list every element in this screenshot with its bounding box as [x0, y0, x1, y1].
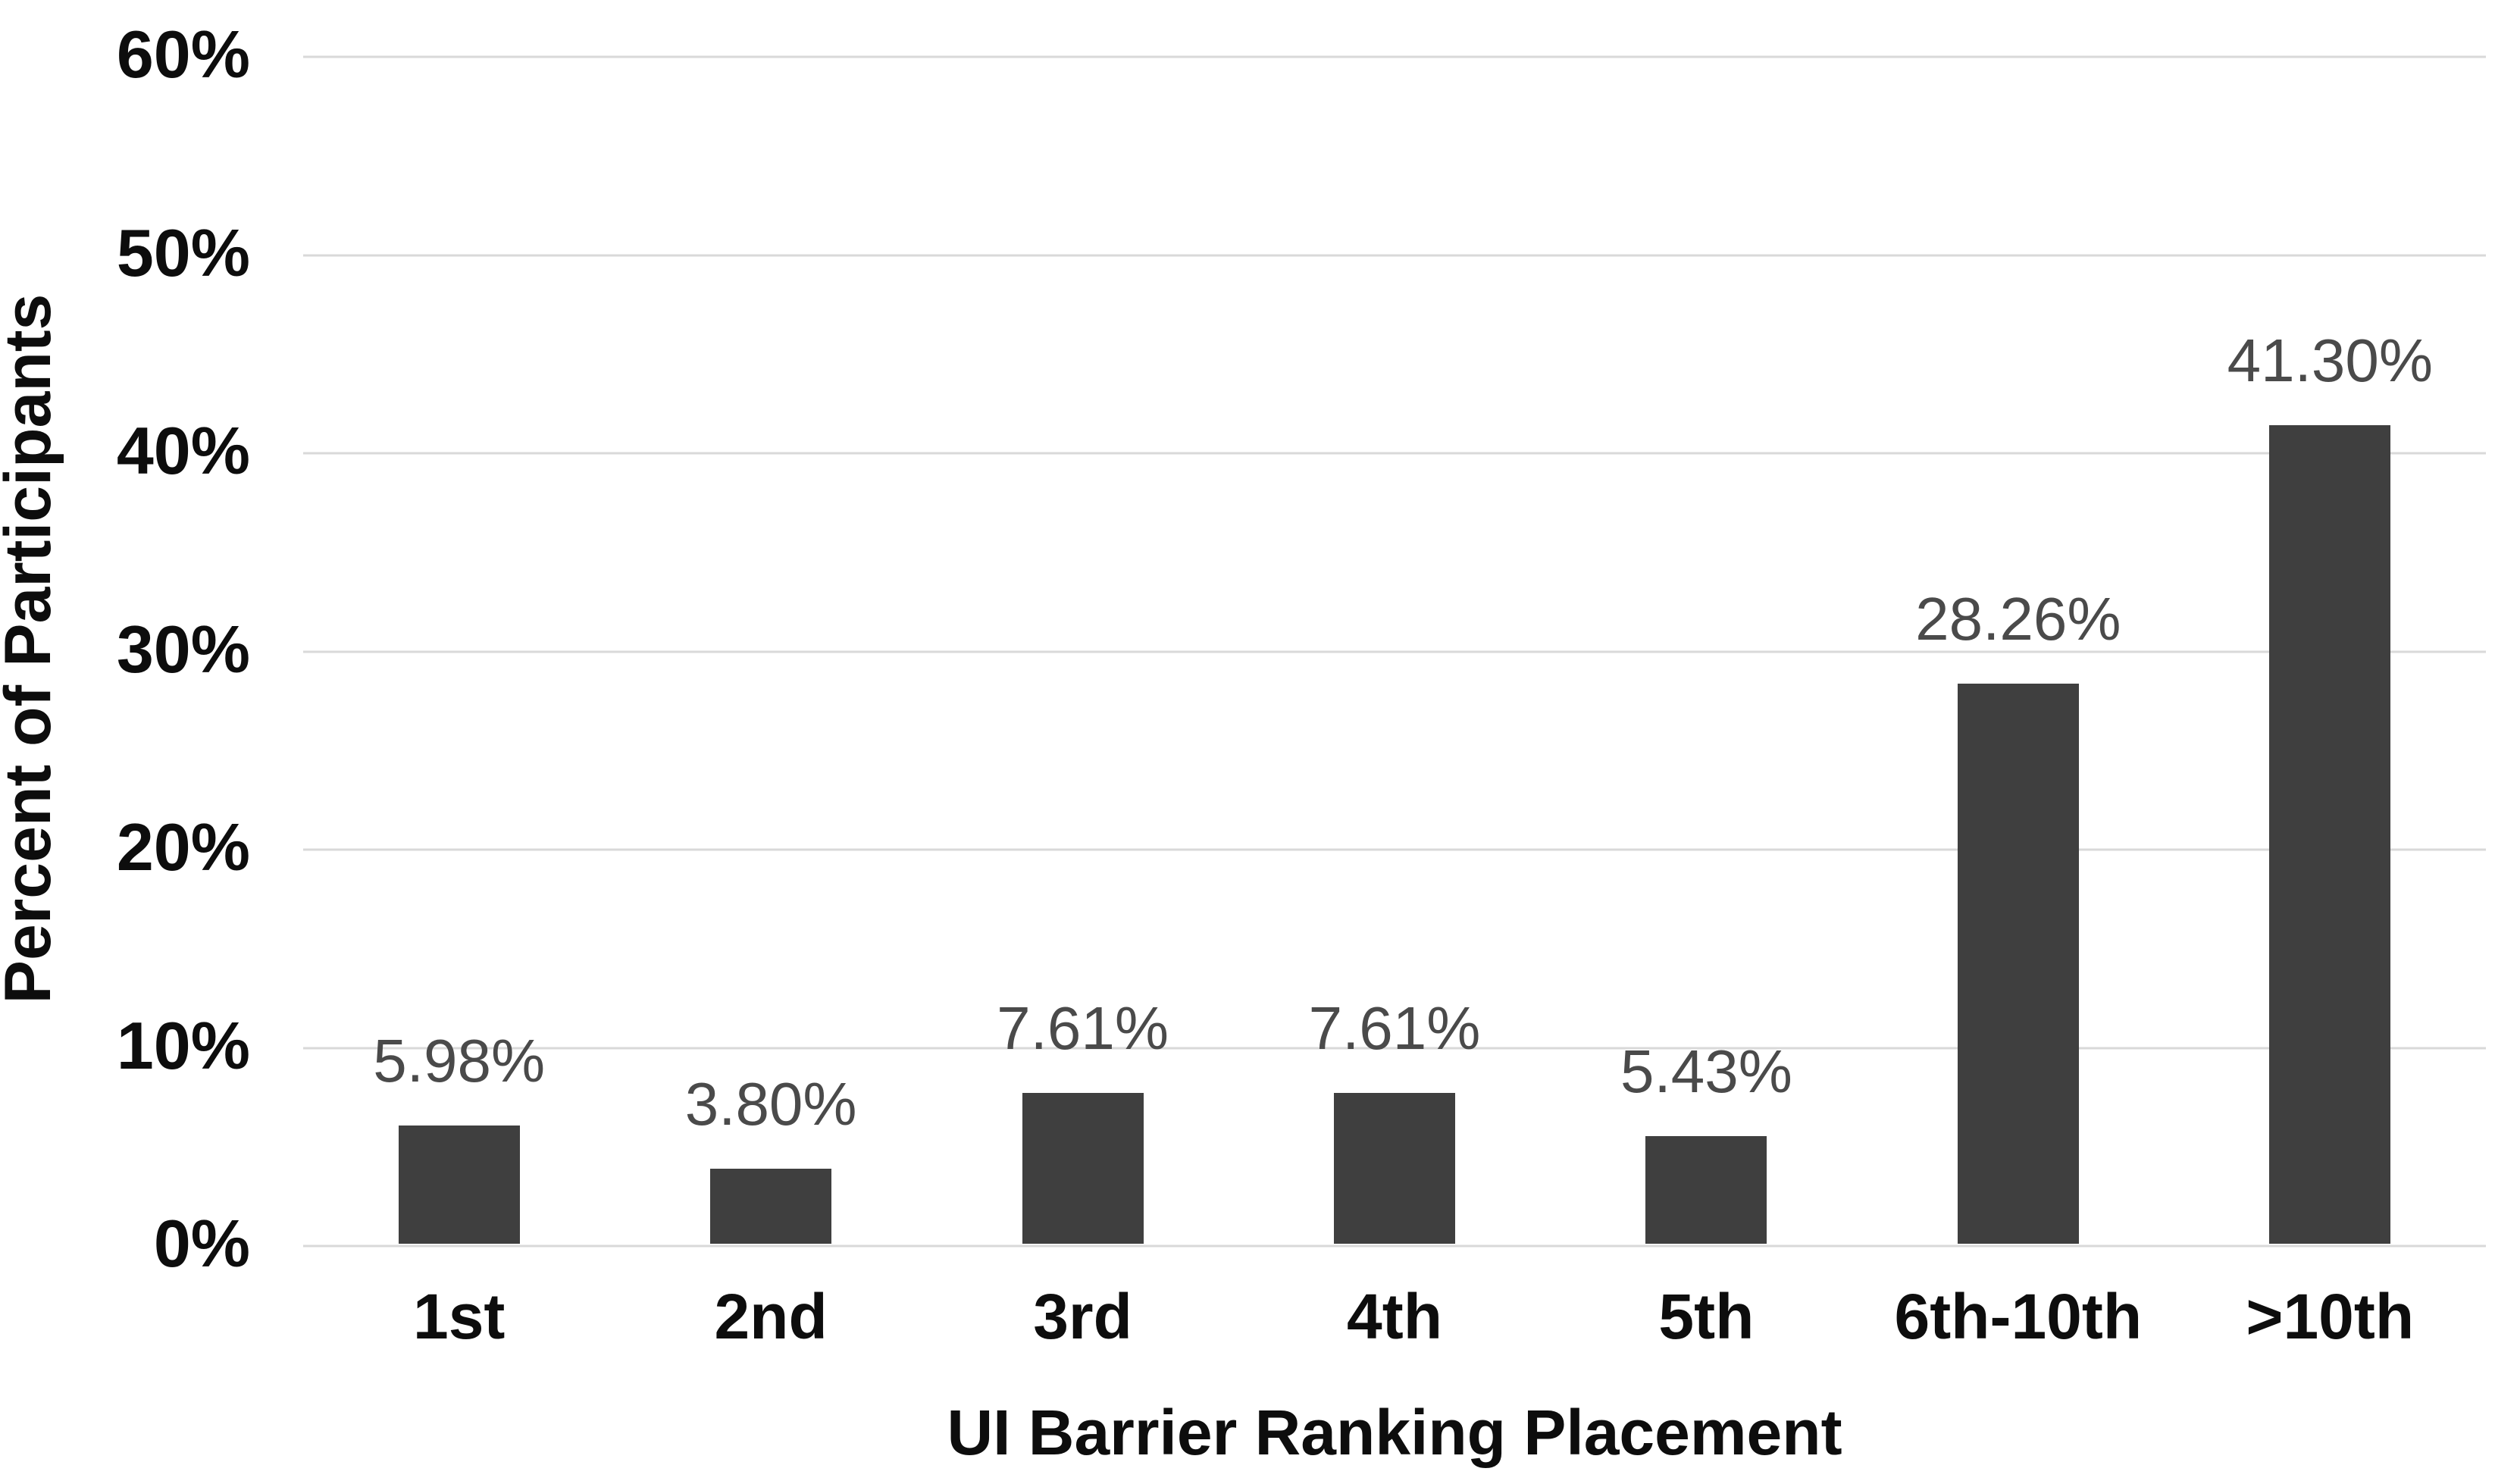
bar-2nd: [710, 1168, 832, 1244]
y-tick-label: 60%: [116, 17, 250, 92]
bar-value-label: 41.30%: [2227, 327, 2433, 395]
bar-1st: [398, 1125, 520, 1244]
bar-6th-10th: [1957, 684, 2079, 1244]
gridline: [303, 55, 2486, 58]
gridline: [303, 452, 2486, 455]
gridline: [303, 1047, 2486, 1049]
gridline: [303, 254, 2486, 256]
y-tick-label: 30%: [116, 611, 250, 687]
bar-value-label: 5.43%: [1620, 1038, 1792, 1106]
x-category-label: 6th-10th: [1894, 1281, 2143, 1352]
x-category-label: >10th: [2246, 1281, 2415, 1352]
x-category-label: 5th: [1658, 1281, 1755, 1352]
x-category-label: 4th: [1347, 1281, 1442, 1352]
plot-area: 5.98% 3.80% 7.61% 7.61% 5.43% 28.26% 41.30%: [303, 55, 2486, 1248]
x-axis-title: UI Barrier Ranking Placement: [947, 1397, 1842, 1468]
x-category-label: 3rd: [1033, 1281, 1132, 1352]
bar->10th: [2269, 425, 2391, 1244]
y-tick-label: 20%: [116, 809, 250, 884]
gridline: [303, 650, 2486, 653]
bar-value-label: 5.98%: [373, 1026, 546, 1094]
bar-value-label: 7.61%: [1308, 994, 1481, 1062]
bar-value-label: 28.26%: [1915, 585, 2121, 653]
bar-3rd: [1022, 1093, 1144, 1244]
y-tick-label: 50%: [116, 214, 250, 290]
y-tick-label: 40%: [116, 413, 250, 488]
gridline: [303, 1244, 2486, 1248]
x-category-label: 1st: [413, 1281, 506, 1352]
bar-value-label: 7.61%: [997, 994, 1169, 1062]
bar-value-label: 3.80%: [684, 1069, 857, 1138]
x-category-label: 2nd: [714, 1281, 828, 1352]
y-tick-label: 10%: [116, 1007, 250, 1083]
y-tick-label: 0%: [153, 1206, 250, 1281]
bar-4th: [1334, 1093, 1455, 1244]
bar-5th: [1645, 1136, 1767, 1244]
gridline: [303, 848, 2486, 851]
